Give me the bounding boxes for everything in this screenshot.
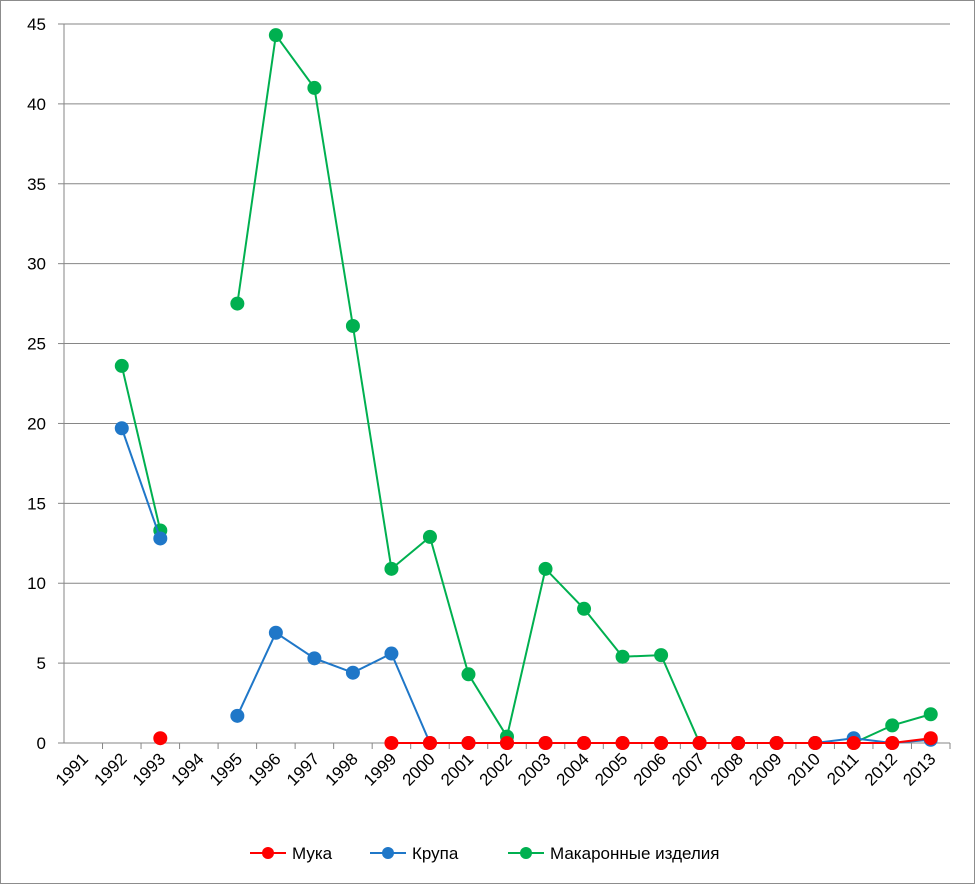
legend-item: Макаронные изделия — [508, 844, 720, 863]
x-tick-label: 1999 — [360, 749, 400, 789]
data-point — [923, 731, 938, 746]
data-point — [461, 667, 476, 682]
gridlines — [64, 23, 950, 664]
legend-label: Мука — [292, 844, 333, 863]
series-0 — [153, 731, 938, 750]
x-tick-label: 1993 — [129, 749, 169, 789]
axes — [58, 23, 951, 749]
data-point — [345, 665, 360, 680]
x-tick-label: 2011 — [823, 749, 862, 788]
series-line — [236, 631, 931, 745]
data-point — [153, 731, 168, 746]
data-point — [114, 358, 129, 373]
x-tick-label: 1995 — [206, 749, 246, 789]
y-tick-label: 25 — [27, 335, 46, 354]
x-tick-label: 2012 — [861, 749, 901, 789]
x-tick-label: 2000 — [399, 749, 439, 789]
data-point — [307, 651, 322, 666]
series-line — [236, 32, 932, 744]
data-point — [769, 736, 784, 750]
y-tick-label: 20 — [27, 414, 46, 433]
x-tick-label: 1997 — [283, 749, 323, 789]
legend-marker — [382, 847, 394, 859]
data-point — [731, 736, 746, 750]
x-tick-label: 2001 — [437, 749, 477, 789]
data-point — [654, 648, 669, 663]
x-tick-label: 2008 — [707, 749, 747, 789]
data-point — [230, 296, 245, 311]
data-point — [692, 736, 707, 750]
data-point — [114, 421, 129, 436]
data-series — [114, 28, 938, 750]
data-point — [384, 561, 399, 576]
data-point — [923, 707, 938, 722]
data-point — [153, 531, 168, 546]
y-tick-label: 15 — [27, 494, 46, 513]
x-tick-label: 2005 — [591, 749, 631, 789]
data-point — [846, 736, 861, 750]
y-tick-label: 5 — [37, 654, 46, 673]
data-point — [384, 646, 399, 661]
series-2 — [114, 28, 938, 750]
data-point — [268, 28, 283, 43]
y-tick-label: 10 — [27, 574, 46, 593]
data-point — [615, 736, 630, 750]
data-point — [384, 736, 399, 750]
x-axis-tick-labels: 1991199219931994199519961997199819992000… — [52, 749, 940, 789]
legend: Мука Крупа Макаронные изделия — [250, 844, 720, 863]
data-point — [885, 718, 900, 733]
legend-marker — [520, 847, 532, 859]
series-1 — [114, 421, 938, 750]
y-tick-label: 35 — [27, 175, 46, 194]
x-tick-label: 1998 — [322, 749, 362, 789]
data-point — [577, 601, 592, 616]
legend-label: Макаронные изделия — [550, 844, 720, 863]
legend-item: Мука — [250, 844, 333, 863]
data-point — [422, 529, 437, 544]
data-point — [885, 736, 900, 750]
x-tick-label: 2003 — [514, 749, 554, 789]
data-point — [345, 318, 360, 333]
data-point — [268, 625, 283, 640]
legend-label: Крупа — [412, 844, 459, 863]
data-point — [577, 736, 592, 750]
y-tick-label: 45 — [27, 15, 46, 34]
legend-item: Крупа — [370, 844, 459, 863]
x-tick-label: 2010 — [784, 749, 824, 789]
data-point — [307, 80, 322, 95]
x-tick-label: 2004 — [553, 749, 593, 789]
x-tick-label: 1992 — [90, 749, 130, 789]
data-point — [500, 736, 514, 750]
series-line — [120, 365, 162, 531]
x-tick-label: 2013 — [899, 749, 939, 789]
x-tick-label: 1994 — [167, 749, 207, 789]
y-axis-tick-labels: 0 5 10 15 20 25 30 35 40 45 — [27, 15, 46, 753]
data-point — [808, 736, 823, 750]
data-point — [230, 708, 245, 723]
data-point — [615, 649, 630, 664]
x-tick-label: 2006 — [630, 749, 670, 789]
x-tick-label: 2002 — [476, 749, 516, 789]
data-point — [654, 736, 669, 750]
data-point — [538, 561, 553, 576]
y-tick-label: 40 — [27, 95, 46, 114]
y-tick-label: 30 — [27, 255, 46, 274]
data-point — [538, 736, 553, 750]
series-line — [120, 427, 162, 539]
x-tick-label: 1996 — [245, 749, 285, 789]
legend-marker — [262, 847, 274, 859]
x-tick-label: 2007 — [668, 749, 708, 789]
x-tick-label: 1991 — [52, 749, 92, 789]
data-point — [461, 736, 476, 750]
data-point — [422, 736, 437, 750]
y-tick-label: 0 — [37, 734, 46, 753]
x-tick-label: 2009 — [745, 749, 785, 789]
